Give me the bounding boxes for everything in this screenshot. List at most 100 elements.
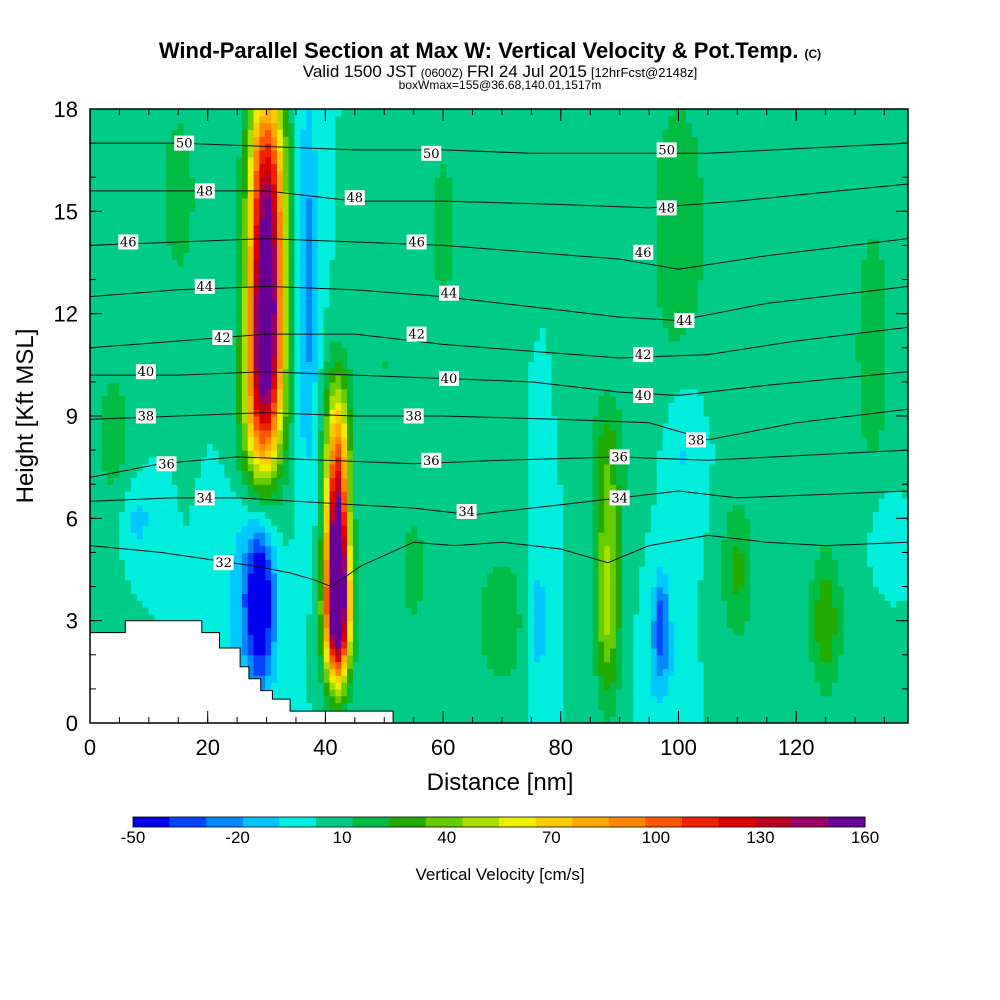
velocity-cell	[195, 484, 202, 492]
velocity-cell	[276, 647, 284, 656]
velocity-cell	[323, 402, 331, 410]
velocity-cell	[405, 109, 412, 117]
velocity-cell	[95, 572, 103, 581]
velocity-cell	[282, 177, 290, 185]
velocity-cell	[376, 409, 383, 417]
velocity-cell	[382, 395, 389, 403]
velocity-cell	[370, 600, 377, 608]
velocity-cell	[370, 443, 377, 451]
velocity-cell	[171, 293, 179, 301]
velocity-cell	[329, 334, 336, 342]
velocity-cell	[306, 368, 313, 376]
velocity-cell	[113, 170, 120, 178]
velocity-cell	[399, 491, 407, 499]
velocity-cell	[399, 695, 407, 704]
velocity-cell	[224, 545, 231, 554]
velocity-cell	[393, 143, 401, 151]
velocity-cell	[160, 545, 167, 554]
velocity-cell	[130, 511, 138, 519]
velocity-cell	[195, 504, 202, 513]
velocity-cell	[230, 641, 237, 649]
velocity-cell	[142, 293, 150, 301]
velocity-cell	[341, 115, 348, 124]
velocity-cell	[399, 709, 407, 717]
velocity-cell	[265, 136, 272, 144]
velocity-cell	[107, 115, 114, 124]
velocity-cell	[317, 600, 325, 608]
velocity-cell	[107, 395, 114, 403]
velocity-cell	[142, 491, 150, 499]
velocity-cell	[195, 450, 202, 458]
velocity-cell	[288, 511, 296, 519]
velocity-cell	[130, 354, 138, 363]
velocity-cell	[341, 136, 348, 144]
velocity-cell	[376, 484, 383, 492]
velocity-cell	[171, 395, 179, 403]
velocity-cell	[382, 272, 389, 281]
velocity-cell	[306, 402, 313, 410]
velocity-cell	[271, 306, 278, 315]
velocity-cell	[399, 279, 407, 287]
velocity-cell	[201, 477, 208, 485]
velocity-cell	[329, 429, 336, 438]
velocity-cell	[347, 340, 354, 349]
velocity-cell	[95, 456, 103, 465]
velocity-cell	[323, 320, 331, 328]
velocity-cell	[341, 436, 348, 444]
velocity-cell	[195, 613, 202, 622]
velocity-cell	[230, 463, 237, 472]
velocity-cell	[160, 511, 167, 519]
velocity-cell	[206, 381, 214, 390]
velocity-cell	[101, 525, 109, 533]
velocity-cell	[288, 463, 296, 472]
velocity-cell	[201, 197, 208, 206]
velocity-cell	[236, 245, 243, 253]
velocity-cell	[364, 272, 372, 281]
velocity-cell	[399, 531, 407, 540]
velocity-cell	[347, 586, 354, 594]
velocity-cell	[218, 218, 225, 226]
velocity-cell	[230, 306, 237, 315]
velocity-cell	[253, 518, 261, 526]
velocity-cell	[95, 177, 103, 185]
velocity-cell	[341, 531, 348, 540]
velocity-cell	[107, 613, 114, 622]
velocity-cell	[288, 375, 296, 383]
velocity-cell	[393, 641, 401, 649]
velocity-cell	[113, 238, 120, 247]
velocity-cell	[236, 409, 243, 417]
velocity-cell	[341, 149, 348, 158]
velocity-cell	[206, 211, 214, 219]
velocity-cell	[253, 136, 261, 144]
velocity-cell	[195, 607, 202, 615]
velocity-cell	[335, 259, 342, 267]
velocity-cell	[300, 470, 307, 478]
velocity-cell	[265, 511, 272, 519]
velocity-cell	[312, 518, 319, 526]
velocity-cell	[136, 354, 144, 363]
velocity-cell	[154, 149, 161, 158]
velocity-cell	[165, 409, 173, 417]
velocity-cell	[393, 477, 401, 485]
velocity-cell	[370, 163, 377, 171]
velocity-cell	[376, 491, 383, 499]
velocity-cell	[224, 354, 231, 363]
velocity-cell	[271, 156, 278, 165]
velocity-cell	[282, 593, 290, 601]
velocity-cell	[382, 586, 389, 594]
velocity-cell	[364, 129, 372, 137]
velocity-cell	[370, 409, 377, 417]
velocity-cell	[253, 470, 261, 478]
velocity-cell	[335, 361, 342, 369]
velocity-cell	[154, 613, 161, 622]
velocity-cell	[265, 607, 272, 615]
velocity-cell	[376, 388, 383, 397]
velocity-cell	[218, 354, 225, 363]
velocity-cell	[171, 129, 179, 137]
velocity-cell	[241, 218, 249, 226]
velocity-cell	[201, 252, 208, 260]
velocity-cell	[387, 572, 395, 581]
velocity-cell	[247, 204, 255, 212]
velocity-cell	[253, 354, 261, 363]
velocity-cell	[136, 491, 144, 499]
